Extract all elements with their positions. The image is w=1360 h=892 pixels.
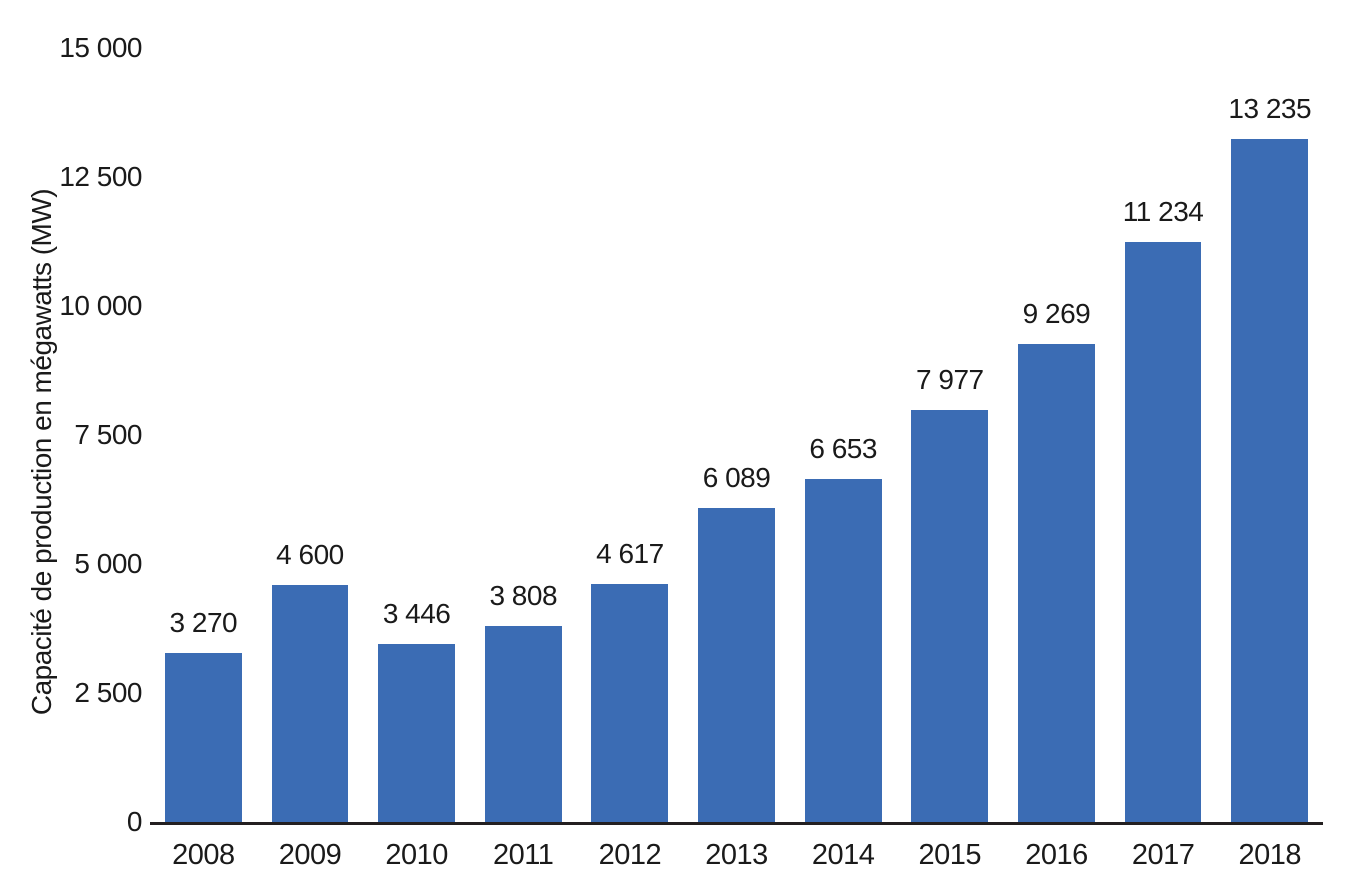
x-tick-label: 2009 <box>278 839 342 871</box>
y-tick-label: 10 000 <box>59 289 142 321</box>
bar-value-label: 3 446 <box>382 598 451 630</box>
bar-value-label: 6 653 <box>809 432 877 464</box>
bar-2014 <box>804 478 882 822</box>
bar-2018 <box>1231 139 1309 822</box>
x-tick-label: 2016 <box>1025 839 1088 871</box>
bar-slot-2010: 3 446 <box>363 48 470 822</box>
bar-value-label: 9 269 <box>1022 297 1091 329</box>
bar-slot-2012: 4 617 <box>577 48 684 822</box>
y-tick-label: 2 500 <box>74 677 142 708</box>
bar-value-label: 3 270 <box>169 607 238 639</box>
bar-slot-2008: 3 270 <box>150 48 257 822</box>
bar-slot-2013: 6 089 <box>683 48 790 822</box>
bar-slot-2011: 3 808 <box>470 48 577 822</box>
bar-value-label: 6 089 <box>702 461 771 493</box>
x-tick-label: 2013 <box>705 839 768 871</box>
bar-2015 <box>911 410 989 822</box>
x-tick-label: 2011 <box>493 839 554 871</box>
bar-slot-2009: 4 600 <box>257 48 364 822</box>
bar-slot-2018: 13 235 <box>1216 48 1323 822</box>
y-tick-label: 12 500 <box>59 160 142 192</box>
bar-value-label: 4 617 <box>596 537 664 569</box>
bar-value-label: 3 808 <box>489 579 558 611</box>
bar-2012 <box>591 583 669 822</box>
y-tick-label: 15 000 <box>59 32 142 63</box>
bar-slot-2016: 9 269 <box>1003 48 1110 822</box>
bar-slot-2015: 7 977 <box>896 48 1003 822</box>
bar-2009 <box>271 584 349 822</box>
x-tick-label: 2018 <box>1238 839 1301 871</box>
y-tick-label: 5 000 <box>74 547 142 579</box>
bar-value-label: 13 235 <box>1228 93 1312 125</box>
bar-2008 <box>164 653 242 822</box>
bar-value-label: 7 977 <box>916 364 984 396</box>
bar-2010 <box>378 644 455 822</box>
bar-value-label: 4 600 <box>276 538 344 570</box>
bar-2013 <box>698 507 775 822</box>
x-tick-label: 2014 <box>811 839 875 871</box>
bar-2017 <box>1124 242 1202 822</box>
bar-value-label: 11 234 <box>1122 196 1204 228</box>
y-tick-label: 7 500 <box>74 419 142 450</box>
x-tick-label: 2008 <box>172 839 235 871</box>
bar-2016 <box>1018 343 1095 822</box>
bar-slot-2014: 6 653 <box>790 48 897 822</box>
y-axis-tick-labels: 0 2 500 5 000 7 500 10 000 12 500 15 000 <box>0 32 142 837</box>
bar-slot-2017: 11 234 <box>1110 48 1217 822</box>
x-tick-label: 2012 <box>598 839 662 871</box>
x-tick-label: 2010 <box>385 839 448 871</box>
bar-2011 <box>484 625 562 822</box>
x-tick-label: 2015 <box>918 839 982 871</box>
x-axis-labels: 2008 2009 2010 2011 2012 2013 2014 2015 2016 2017… <box>150 838 1323 872</box>
plot-area: 3 270 4 600 3 446 3 808 4 617 6 089 6 653 7 977… <box>150 48 1323 825</box>
x-tick-label: 2017 <box>1131 839 1195 871</box>
y-tick-label: 0 <box>126 806 143 837</box>
